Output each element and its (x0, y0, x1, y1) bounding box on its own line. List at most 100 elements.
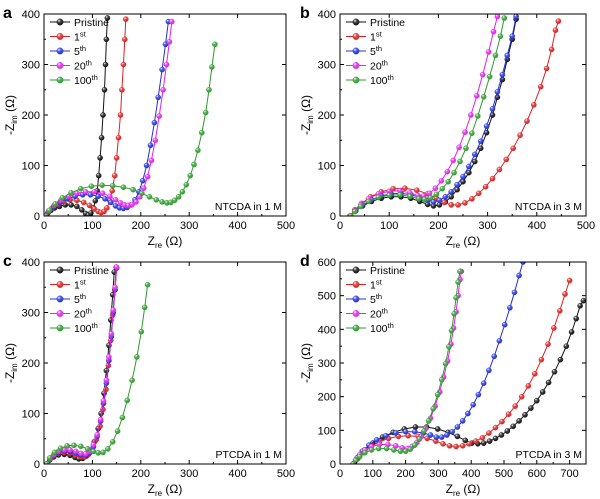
data-point (424, 435, 431, 442)
data-point (427, 432, 434, 438)
series-5-b (348, 15, 508, 216)
data-point (122, 36, 128, 43)
data-point (451, 310, 457, 317)
data-point (407, 446, 414, 453)
data-point (101, 208, 107, 215)
data-point (482, 183, 489, 190)
data-point (510, 423, 517, 430)
y-tick-label: 100 (22, 161, 40, 173)
data-point (480, 440, 487, 446)
data-point (517, 132, 523, 138)
data-point (438, 177, 445, 184)
data-point (463, 145, 469, 152)
data-point (516, 272, 522, 279)
data-point (106, 354, 112, 360)
x-tick-label: 200 (429, 220, 447, 232)
data-point (499, 71, 506, 78)
legend-label: Pristine (370, 17, 405, 29)
legend-marker (56, 295, 64, 303)
data-point (474, 113, 481, 119)
data-point (477, 138, 484, 145)
data-point (444, 432, 450, 438)
data-point (68, 189, 74, 196)
data-point (99, 182, 105, 188)
data-point (450, 157, 457, 164)
data-point (524, 118, 530, 124)
data-point (159, 199, 165, 205)
y-tick-label: 300 (22, 308, 40, 320)
data-point (84, 446, 91, 452)
legend-marker (352, 18, 360, 26)
data-point (566, 277, 573, 284)
x-tick-label: 100 (380, 220, 398, 232)
data-point (548, 46, 555, 53)
data-point (432, 185, 439, 191)
data-point (147, 142, 154, 149)
data-point (397, 448, 404, 455)
data-point (112, 284, 118, 291)
data-point (454, 186, 460, 193)
data-point (129, 377, 135, 384)
y-tick-label: 200 (22, 110, 40, 122)
data-point (198, 129, 205, 136)
data-point (78, 185, 84, 192)
data-point (416, 436, 423, 442)
plot-area (347, 14, 562, 216)
data-point (434, 426, 441, 432)
data-point (492, 435, 499, 442)
data-point (492, 424, 499, 431)
data-point (91, 188, 98, 195)
legend-marker (352, 266, 360, 274)
series-1-a (44, 15, 111, 216)
x-axis-label: Zre (Ω) (148, 482, 183, 498)
data-point (52, 201, 58, 207)
series-5-a (44, 41, 218, 216)
legend-marker (56, 76, 64, 84)
legend-label: 20th (370, 59, 388, 73)
data-point (448, 193, 455, 200)
data-point (471, 151, 478, 158)
data-point (507, 304, 513, 311)
data-point (510, 145, 517, 152)
data-point (99, 190, 106, 197)
data-point (425, 418, 432, 424)
data-point (383, 445, 390, 452)
data-point (100, 112, 106, 118)
data-point (489, 106, 496, 112)
data-point (375, 445, 382, 452)
data-point (468, 112, 474, 118)
data-point (513, 14, 519, 20)
y-tick-label: 300 (22, 60, 40, 72)
data-point (448, 327, 455, 334)
data-point (457, 268, 463, 275)
data-point (496, 166, 503, 173)
data-point (486, 73, 493, 80)
x-tick-label: 500 (277, 468, 295, 480)
data-point (123, 16, 129, 22)
data-point (454, 424, 461, 430)
data-point (449, 428, 456, 435)
data-point (139, 177, 146, 184)
panel-letter-d: d (300, 253, 310, 270)
data-point (439, 185, 446, 192)
data-point (120, 184, 127, 190)
legend-marker (352, 295, 360, 303)
panel-a: a 0 100 200 300 400 500 0 100 200 300 400 Zre (Ω) -Zi… (3, 5, 295, 250)
data-point (166, 39, 173, 45)
data-point (113, 264, 120, 270)
data-point (109, 182, 116, 189)
data-point (466, 440, 473, 447)
data-point (494, 14, 501, 20)
legend-marker (56, 281, 64, 288)
panel-c: c 0 100 200 300 400 500 0 100 200 300 400 Zre (Ω) -Zi… (3, 253, 295, 498)
data-point (113, 155, 120, 161)
data-point (148, 157, 155, 164)
data-point (459, 418, 466, 424)
data-point (64, 442, 70, 449)
data-point (104, 205, 110, 211)
y-tick-label: 500 (318, 291, 336, 303)
data-point (105, 446, 111, 452)
data-point (130, 186, 136, 193)
panel-annotation: NTCDA in 1 M (215, 201, 282, 213)
